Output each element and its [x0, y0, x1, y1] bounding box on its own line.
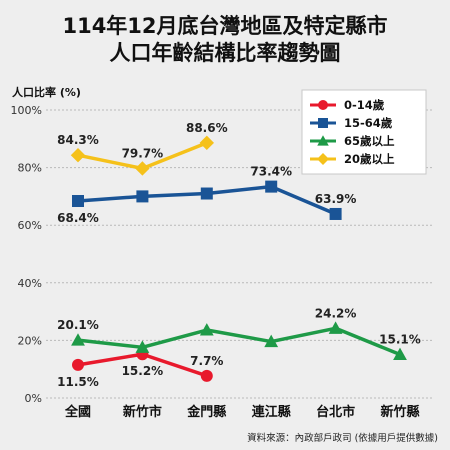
- data-label: 7.7%: [190, 354, 223, 368]
- source-note: 資料來源：內政部戶政司 (依據用戶提供數據): [247, 432, 438, 444]
- data-point: [199, 135, 214, 151]
- legend-label: 65歲以上: [344, 134, 395, 148]
- chart-title-line-2: 人口年齡結構比率趨勢圖: [109, 41, 341, 65]
- x-tick-label: 新竹市: [123, 404, 162, 420]
- x-tick-label: 金門縣: [186, 404, 226, 420]
- legend-label: 15-64歲: [344, 116, 393, 130]
- data-point: [318, 118, 328, 128]
- data-point: [136, 190, 149, 203]
- legend-label: 20歲以上: [344, 152, 395, 166]
- data-point: [265, 180, 278, 193]
- data-point: [71, 333, 85, 346]
- y-tick-label: 40%: [18, 277, 42, 290]
- x-tick-label: 新竹縣: [380, 404, 419, 420]
- y-tick-label: 100%: [11, 104, 42, 117]
- x-tick-label: 連江縣: [252, 404, 291, 420]
- data-point: [72, 358, 84, 371]
- y-tick-label: 20%: [18, 334, 42, 347]
- data-point: [70, 148, 86, 163]
- legend-label: 0-14歲: [344, 98, 385, 112]
- x-tick-label: 全國: [64, 404, 91, 420]
- data-point: [135, 340, 150, 353]
- data-label: 15.1%: [379, 333, 421, 347]
- data-point: [393, 347, 407, 361]
- data-point: [317, 153, 329, 165]
- data-point: [200, 369, 213, 382]
- data-point: [200, 187, 213, 200]
- data-label: 24.2%: [315, 306, 357, 320]
- y-tick-label: 0%: [25, 392, 42, 405]
- series-line: [77, 326, 401, 357]
- data-point: [318, 100, 328, 110]
- y-tick-label: 80%: [18, 162, 42, 175]
- data-point: [135, 161, 150, 176]
- data-label: 73.4%: [250, 165, 292, 179]
- data-point: [72, 195, 84, 208]
- data-label: 11.5%: [57, 375, 99, 389]
- data-point: [329, 207, 342, 220]
- data-point: [328, 321, 343, 334]
- data-point: [264, 334, 279, 348]
- chart-title-line-1: 114年12月底台灣地區及特定縣市: [62, 14, 388, 38]
- y-axis-title: 人口比率 (%): [12, 85, 81, 99]
- data-label: 20.1%: [57, 318, 99, 332]
- data-point: [317, 135, 329, 146]
- y-tick-label: 60%: [18, 219, 42, 232]
- data-point: [199, 323, 214, 336]
- data-label: 15.2%: [122, 364, 164, 378]
- data-label: 68.4%: [57, 211, 99, 225]
- x-tick-label: 台北市: [316, 404, 355, 420]
- data-label: 79.7%: [122, 146, 164, 160]
- data-label: 84.3%: [57, 133, 99, 147]
- data-label: 63.9%: [315, 192, 357, 206]
- data-label: 88.6%: [186, 121, 228, 135]
